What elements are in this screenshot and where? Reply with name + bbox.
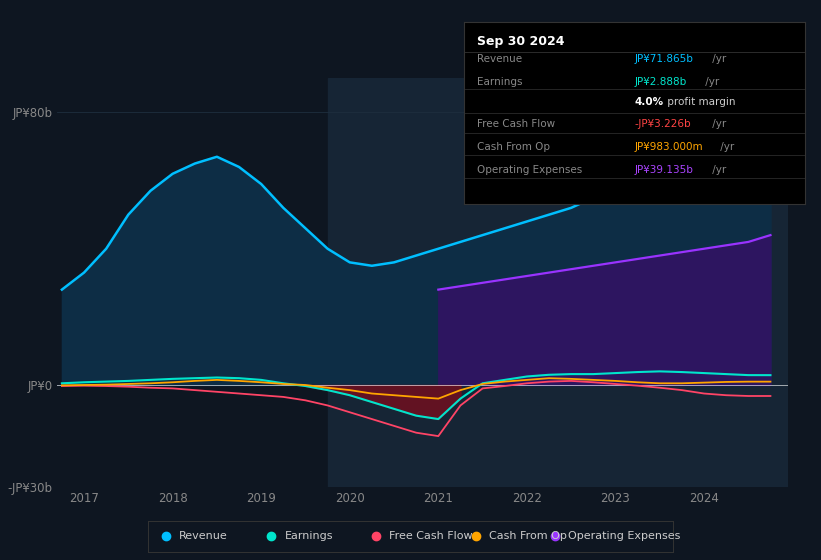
Text: Sep 30 2024: Sep 30 2024 (478, 35, 565, 48)
Text: Revenue: Revenue (478, 54, 523, 64)
Text: 4.0%: 4.0% (635, 96, 663, 106)
Text: -JP¥3.226b: -JP¥3.226b (635, 119, 690, 129)
Text: JP¥983.000m: JP¥983.000m (635, 142, 703, 152)
Text: JP¥2.888b: JP¥2.888b (635, 77, 686, 87)
Text: /yr: /yr (702, 77, 719, 87)
Text: profit margin: profit margin (664, 96, 736, 106)
Text: Revenue: Revenue (179, 531, 228, 541)
Text: Operating Expenses: Operating Expenses (478, 165, 583, 175)
Text: /yr: /yr (709, 165, 727, 175)
Text: /yr: /yr (717, 142, 734, 152)
Text: Earnings: Earnings (478, 77, 523, 87)
Text: /yr: /yr (709, 54, 727, 64)
Text: JP¥71.865b: JP¥71.865b (635, 54, 693, 64)
Text: Cash From Op: Cash From Op (489, 531, 567, 541)
Text: Operating Expenses: Operating Expenses (568, 531, 681, 541)
Text: /yr: /yr (709, 119, 727, 129)
Text: JP¥39.135b: JP¥39.135b (635, 165, 693, 175)
Bar (682, 78, 792, 487)
Text: Cash From Op: Cash From Op (478, 142, 551, 152)
Text: Earnings: Earnings (284, 531, 333, 541)
Text: Free Cash Flow: Free Cash Flow (478, 119, 556, 129)
Text: Free Cash Flow: Free Cash Flow (389, 531, 473, 541)
Bar (328, 78, 682, 487)
